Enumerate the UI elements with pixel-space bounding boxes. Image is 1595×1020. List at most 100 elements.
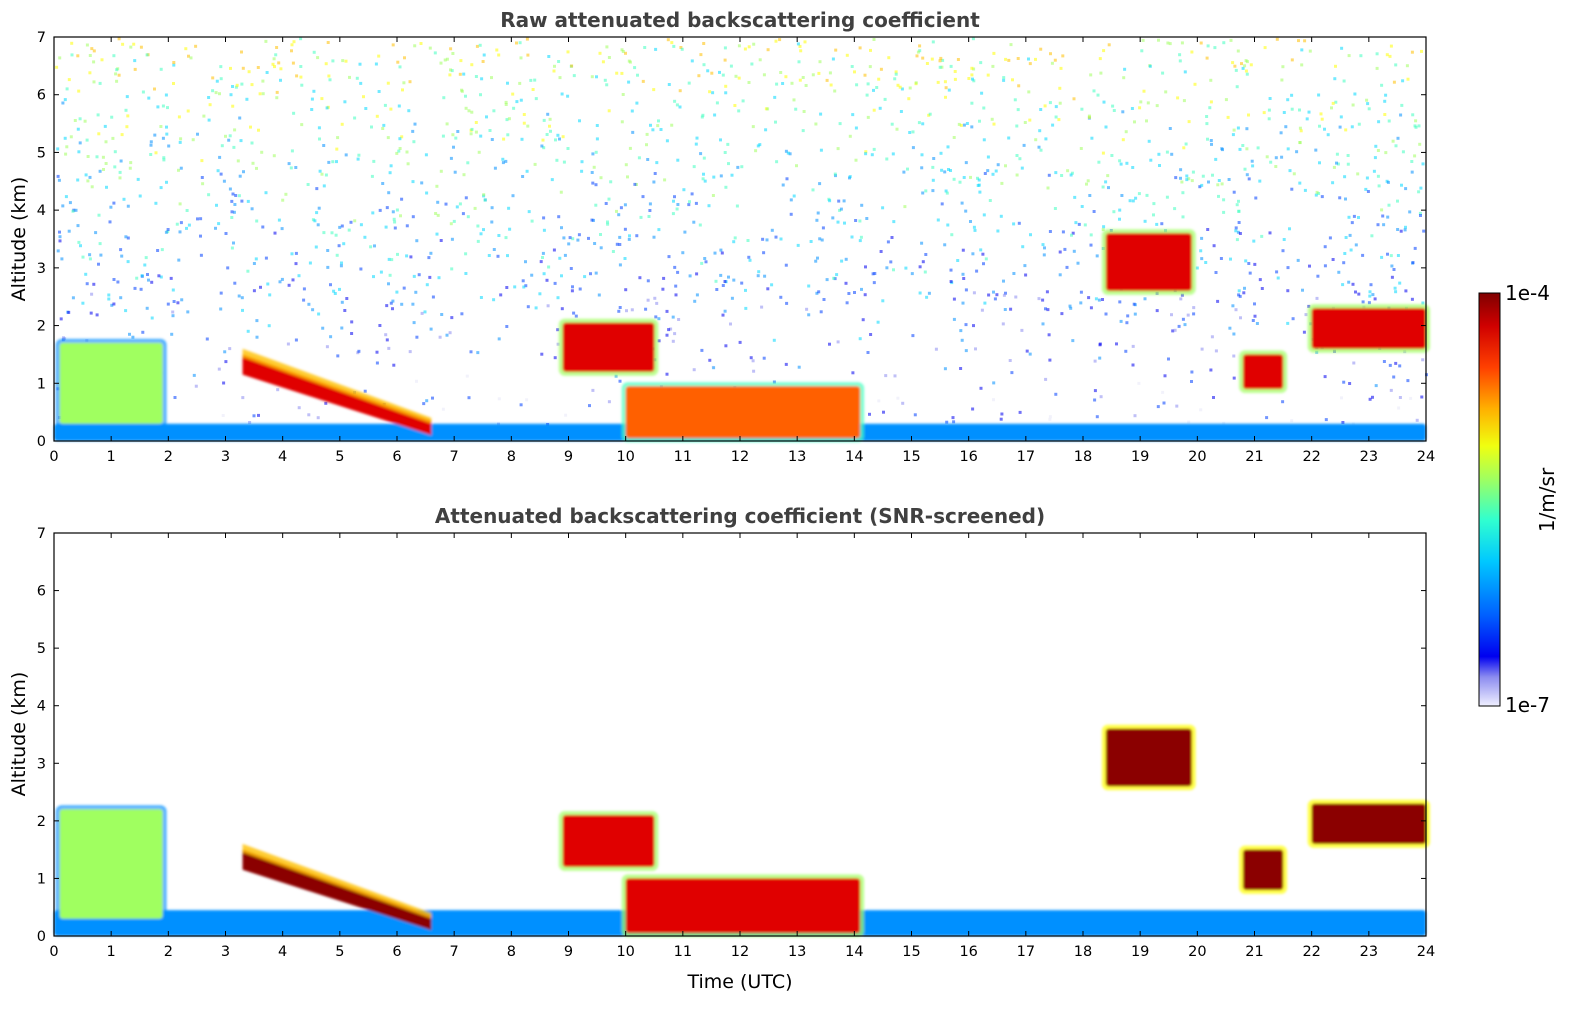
- noise-pixel: [317, 126, 321, 130]
- noise-pixel: [1102, 49, 1106, 53]
- noise-pixel: [1187, 120, 1191, 124]
- y-tick-label: 2: [37, 319, 46, 335]
- noise-pixel: [719, 273, 723, 277]
- noise-pixel: [1065, 265, 1069, 269]
- noise-pixel: [556, 296, 560, 300]
- noise-pixel: [645, 143, 648, 147]
- noise-pixel: [714, 279, 718, 283]
- noise-pixel: [1022, 143, 1026, 147]
- noise-pixel: [411, 180, 415, 184]
- noise-pixel: [1377, 184, 1381, 188]
- noise-pixel: [1049, 52, 1052, 56]
- noise-pixel: [762, 251, 766, 255]
- x-tick-label: 14: [845, 944, 863, 960]
- noise-pixel: [427, 256, 431, 260]
- noise-pixel: [330, 231, 334, 235]
- noise-pixel: [1286, 98, 1290, 102]
- noise-pixel: [1286, 266, 1290, 270]
- noise-pixel: [101, 155, 105, 159]
- noise-pixel: [835, 273, 839, 277]
- noise-pixel: [332, 289, 336, 293]
- noise-pixel: [128, 166, 132, 170]
- noise-pixel: [389, 164, 393, 168]
- noise-pixel: [1099, 71, 1103, 75]
- noise-pixel: [1101, 185, 1105, 189]
- noise-pixel: [1353, 92, 1357, 96]
- noise-pixel: [1344, 197, 1347, 201]
- top-plot-area: [54, 37, 1430, 443]
- noise-pixel: [177, 168, 180, 172]
- x-tick-label: 22: [1302, 944, 1320, 960]
- noise-pixel: [377, 54, 381, 58]
- noise-pixel: [118, 170, 122, 174]
- noise-pixel: [1367, 301, 1371, 305]
- noise-pixel: [405, 254, 409, 258]
- noise-pixel: [1139, 100, 1143, 104]
- noise-pixel: [1027, 90, 1031, 94]
- noise-pixel: [69, 135, 73, 139]
- noise-pixel: [1012, 272, 1016, 275]
- noise-pixel: [1106, 174, 1110, 178]
- noise-pixel: [1017, 221, 1021, 225]
- noise-pixel: [580, 160, 584, 164]
- noise-pixel: [1012, 222, 1016, 226]
- noise-pixel: [638, 276, 642, 280]
- noise-pixel: [774, 39, 778, 43]
- x-tick-label: 0: [49, 944, 58, 960]
- noise-pixel: [774, 235, 778, 239]
- noise-pixel: [317, 312, 321, 316]
- noise-pixel: [1028, 352, 1032, 356]
- noise-pixel: [605, 45, 609, 49]
- x-tick-label: 9: [564, 449, 573, 465]
- noise-pixel: [1118, 159, 1122, 163]
- noise-pixel: [992, 398, 995, 402]
- noise-pixel: [1123, 67, 1127, 71]
- noise-pixel: [1389, 388, 1393, 392]
- noise-pixel: [265, 71, 269, 74]
- noise-pixel: [1234, 229, 1238, 233]
- noise-pixel: [322, 231, 326, 235]
- noise-pixel: [425, 399, 429, 403]
- noise-pixel: [525, 37, 529, 41]
- noise-pixel: [1061, 230, 1065, 234]
- noise-pixel: [980, 308, 984, 312]
- noise-pixel: [975, 269, 979, 273]
- noise-pixel: [1180, 180, 1184, 184]
- noise-pixel: [236, 159, 240, 163]
- noise-pixel: [266, 282, 270, 286]
- noise-pixel: [1069, 306, 1073, 310]
- noise-pixel: [131, 335, 135, 339]
- noise-pixel: [397, 149, 401, 153]
- noise-pixel: [261, 79, 265, 83]
- noise-pixel: [336, 136, 340, 140]
- noise-pixel: [1359, 54, 1363, 58]
- noise-pixel: [1340, 46, 1344, 50]
- noise-pixel: [1086, 179, 1090, 183]
- noise-pixel: [678, 89, 682, 93]
- noise-pixel: [819, 310, 823, 314]
- noise-pixel: [1339, 115, 1343, 119]
- noise-pixel: [847, 292, 851, 295]
- noise-pixel: [994, 169, 998, 173]
- noise-pixel: [192, 373, 196, 377]
- noise-pixel: [334, 233, 338, 237]
- noise-pixel: [670, 123, 674, 127]
- noise-pixel: [899, 110, 903, 113]
- noise-pixel: [633, 182, 637, 186]
- x-tick-label: 5: [335, 944, 344, 960]
- noise-pixel: [891, 152, 895, 156]
- noise-pixel: [1280, 78, 1284, 82]
- noise-pixel: [1258, 179, 1262, 183]
- noise-pixel: [1231, 61, 1235, 65]
- noise-pixel: [1236, 230, 1240, 234]
- noise-pixel: [1290, 107, 1294, 111]
- noise-pixel: [520, 137, 524, 141]
- noise-pixel: [1020, 328, 1024, 332]
- noise-pixel: [1041, 243, 1045, 247]
- noise-pixel: [648, 209, 652, 212]
- noise-pixel: [737, 76, 741, 80]
- noise-pixel: [724, 84, 728, 88]
- noise-pixel: [747, 81, 751, 84]
- noise-pixel: [1099, 395, 1103, 399]
- noise-pixel: [956, 58, 960, 61]
